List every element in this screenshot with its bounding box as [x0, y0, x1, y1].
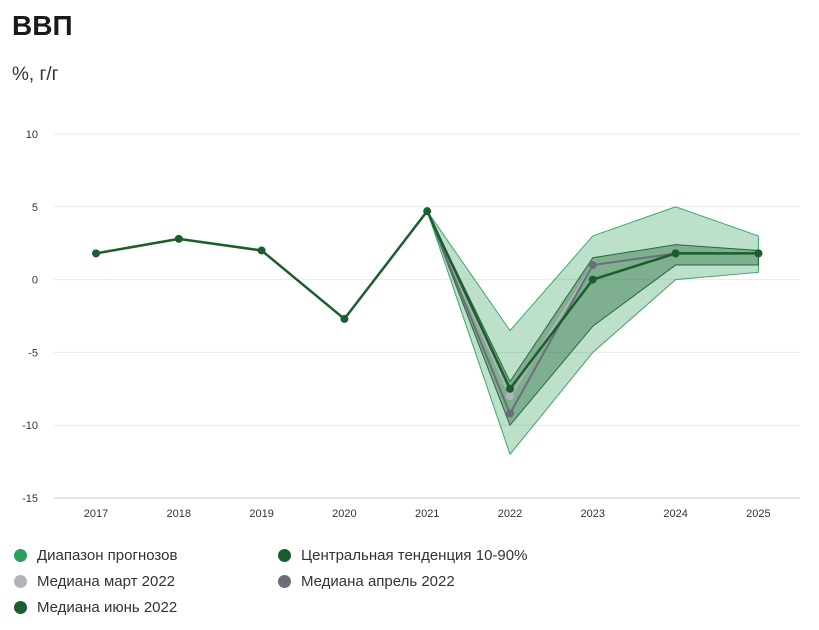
x-tick-label: 2020 [332, 508, 356, 520]
chart-title: ВВП [12, 10, 73, 41]
legend-label-march: Медиана март 2022 [37, 573, 176, 590]
y-tick-label: -15 [22, 493, 38, 505]
gdp-chart: 10 5 0 -5 -10 -15 2017 2018 2019 2020 2021 2022 2023… [22, 129, 800, 520]
legend-label-range: Диапазон прогнозов [37, 547, 178, 564]
y-tick-label: 10 [26, 129, 38, 141]
x-tick-label: 2017 [84, 508, 108, 520]
april-median-point [506, 409, 514, 418]
y-tick-label: -5 [28, 347, 38, 359]
legend-item-range[interactable]: Диапазон прогнозов [14, 547, 177, 564]
y-tick-label: 5 [32, 202, 38, 214]
y-tick-label: 0 [32, 275, 38, 287]
june-median-point [92, 249, 100, 258]
y-tick-label: -10 [22, 420, 38, 432]
legend-swatch-june [14, 601, 27, 614]
legend-swatch-march [14, 575, 27, 588]
legend-item-june[interactable]: Медиана июнь 2022 [14, 599, 177, 616]
x-tick-label: 2021 [415, 508, 439, 520]
legend-label-april: Медиана апрель 2022 [301, 573, 455, 590]
x-tick-label: 2025 [746, 508, 770, 520]
march-median-point [506, 392, 514, 401]
legend-item-central[interactable]: Центральная тенденция 10-90% [278, 547, 527, 564]
x-tick-label: 2019 [249, 508, 273, 520]
april-median-point [588, 261, 597, 270]
june-median-point [340, 314, 349, 323]
june-median-point [754, 249, 763, 258]
x-tick-label: 2018 [167, 508, 191, 520]
june-median-point [671, 249, 680, 258]
x-tick-label: 2022 [498, 508, 522, 520]
june-median-point [174, 234, 183, 243]
legend-label-central: Центральная тенденция 10-90% [301, 547, 528, 564]
legend-item-march[interactable]: Медиана март 2022 [14, 573, 175, 590]
x-tick-label: 2024 [663, 508, 687, 520]
chart-subtitle: %, г/г [12, 64, 59, 85]
legend-label-june: Медиана июнь 2022 [37, 599, 178, 616]
legend-swatch-april [278, 575, 291, 588]
legend-swatch-range [14, 549, 27, 562]
june-median-point [423, 207, 432, 216]
x-tick-label: 2023 [581, 508, 605, 520]
central-tendency-band [426, 210, 759, 427]
june-median-point [588, 275, 597, 284]
legend-item-april[interactable]: Медиана апрель 2022 [278, 573, 455, 590]
june-median-point [257, 246, 266, 255]
june-median-point [506, 384, 514, 393]
legend-swatch-central [278, 549, 291, 562]
